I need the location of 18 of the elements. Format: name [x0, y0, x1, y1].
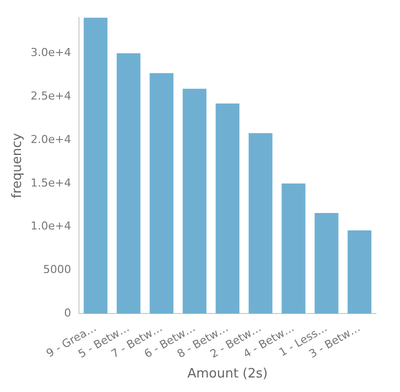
y-tick-label: 1.0e+4 [30, 220, 72, 233]
bar [282, 183, 306, 314]
y-tick-label: 1.5e+4 [30, 176, 72, 190]
y-tick-label: 3.0e+4 [30, 46, 72, 60]
bar [248, 133, 272, 314]
y-tick-label: 2.5e+4 [30, 89, 72, 102]
y-tick-label: 2.0e+4 [30, 132, 72, 146]
y-axis-title: frequency [10, 132, 26, 198]
bar [116, 53, 140, 314]
bar [348, 230, 372, 314]
bar [216, 104, 240, 314]
bar [314, 212, 338, 314]
x-axis-title: Amount (2s) [187, 366, 268, 382]
y-tick-label: 0 [64, 306, 72, 320]
bar [150, 73, 174, 314]
bar [182, 88, 206, 314]
y-tick-label: 5000 [43, 263, 72, 276]
bar [84, 18, 108, 314]
